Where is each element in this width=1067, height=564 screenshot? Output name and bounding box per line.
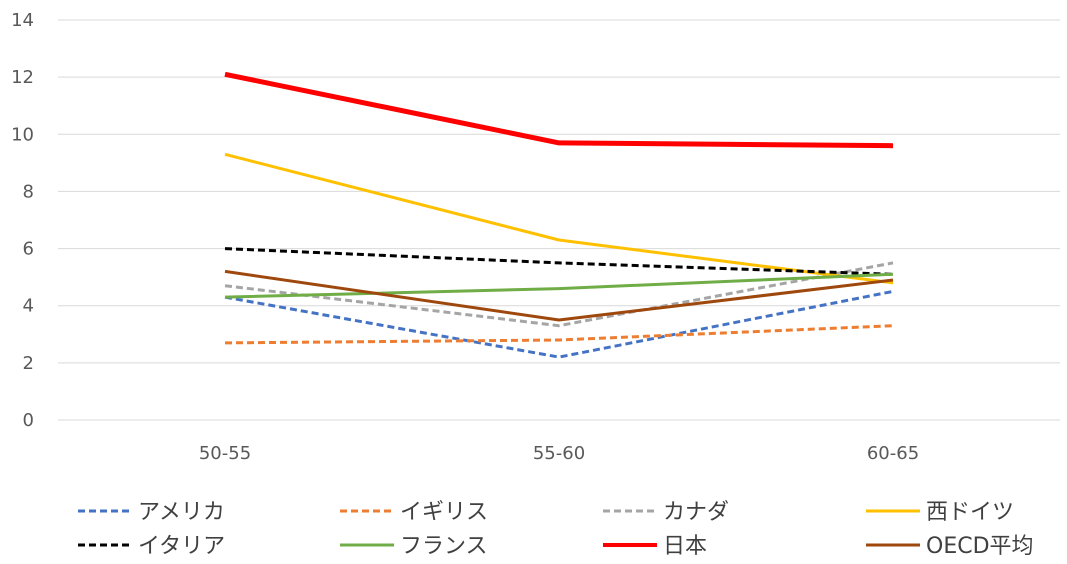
series-line-4 bbox=[224, 247, 894, 276]
legend-label: OECD平均 bbox=[926, 534, 1034, 559]
x-tick-label: 55-60 bbox=[533, 443, 585, 464]
y-tick-label: 4 bbox=[23, 296, 34, 317]
series-line-6 bbox=[224, 71, 894, 149]
y-tick-label: 12 bbox=[11, 67, 34, 88]
series-line-0 bbox=[224, 289, 894, 359]
y-tick-label: 6 bbox=[23, 239, 34, 260]
legend-label: アメリカ bbox=[138, 500, 225, 525]
legend-label: フランス bbox=[400, 534, 488, 559]
series-line-7 bbox=[224, 269, 894, 322]
series-line-1 bbox=[224, 324, 894, 345]
y-tick-label: 2 bbox=[23, 353, 34, 374]
series-line-3 bbox=[224, 152, 894, 285]
y-tick-label: 8 bbox=[23, 181, 34, 202]
x-tick-label: 50-55 bbox=[199, 443, 251, 464]
x-tick-label: 60-65 bbox=[867, 443, 919, 464]
series-line-2 bbox=[224, 261, 894, 328]
legend-label: イタリア bbox=[138, 534, 225, 559]
legend-label: 日本 bbox=[663, 534, 707, 559]
y-tick-label: 10 bbox=[11, 124, 34, 145]
series-line-5 bbox=[224, 272, 894, 299]
legend-label: 西ドイツ bbox=[926, 500, 1014, 525]
legend-label: イギリス bbox=[400, 500, 488, 525]
y-tick-label: 0 bbox=[23, 410, 34, 431]
legend-label: カナダ bbox=[663, 500, 729, 525]
y-tick-label: 14 bbox=[11, 10, 34, 31]
